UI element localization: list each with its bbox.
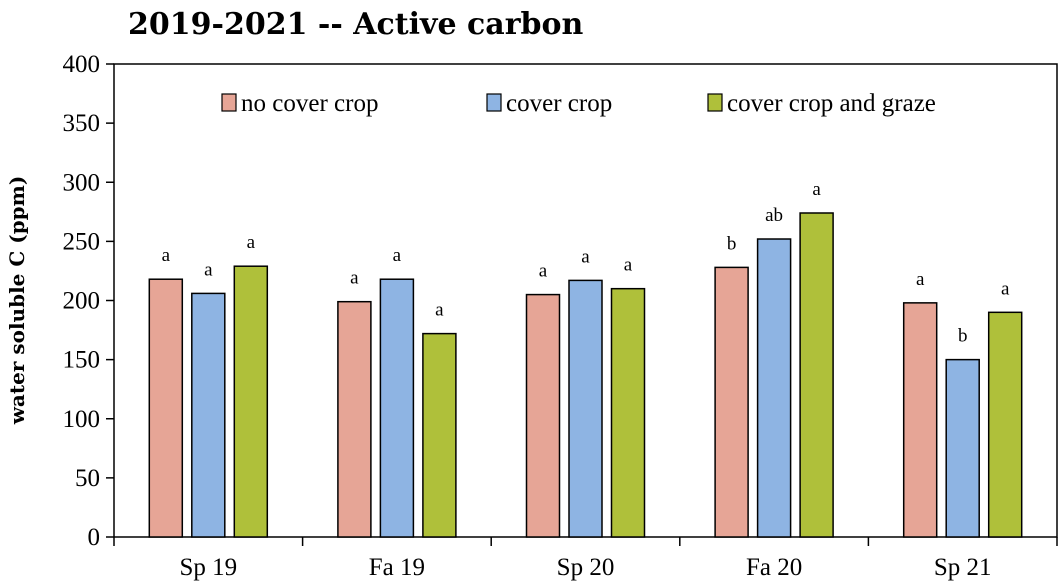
y-tick-label: 300 (63, 169, 101, 196)
bar (902, 302, 938, 538)
x-tick-label: Fa 20 (746, 554, 802, 581)
y-tick-label: 50 (75, 465, 100, 492)
bar (422, 332, 457, 538)
legend-swatch (486, 93, 502, 112)
significance-label: ab (765, 205, 783, 226)
bar (191, 292, 226, 538)
significance-label: b (727, 233, 737, 254)
bar (379, 278, 415, 538)
significance-label: a (812, 179, 821, 200)
significance-label: a (581, 246, 590, 267)
bar (714, 266, 749, 538)
legend-label: cover crop (506, 90, 612, 117)
legend: no cover crop cover crop cover crop and gr… (221, 90, 936, 117)
y-tick-label: 200 (63, 288, 101, 315)
y-tick-label: 100 (63, 406, 101, 433)
legend-swatch (707, 93, 723, 112)
legend-swatch (221, 93, 237, 112)
x-tick-label: Sp 20 (557, 554, 615, 581)
x-tick-label: Fa 19 (369, 554, 425, 581)
x-tick-label: Sp 19 (179, 554, 237, 581)
x-tick-label: Sp 21 (934, 554, 992, 581)
bar (610, 287, 646, 538)
bar (337, 300, 372, 538)
bar (799, 212, 834, 538)
bar (945, 358, 980, 538)
legend-label: no cover crop (241, 90, 378, 117)
y-tick-label: 150 (63, 347, 101, 374)
significance-label: a (435, 300, 444, 321)
y-tick-label: 0 (88, 524, 101, 551)
chart-title: 2019-2021 -- Active carbon (128, 7, 583, 42)
significance-label: a (916, 269, 925, 290)
significance-label: a (350, 268, 359, 289)
significance-label: b (958, 326, 968, 347)
significance-label: a (247, 232, 256, 253)
legend-label: cover crop and graze (727, 90, 936, 117)
significance-label: a (1001, 278, 1010, 299)
significance-label: a (539, 261, 548, 282)
significance-label: a (204, 259, 213, 280)
significance-label: a (624, 255, 633, 276)
significance-label: a (393, 245, 402, 266)
bar (568, 279, 603, 538)
significance-label: a (162, 245, 171, 266)
bar (756, 238, 792, 538)
y-tick-label: 250 (63, 228, 101, 255)
bar (148, 278, 184, 538)
plot-area: 0 50 100 150 200 250 300 350 400 Sp 19 Fa 19 Sp 20 F… (63, 51, 1058, 581)
y-tick-label: 400 (63, 51, 101, 78)
bar (987, 311, 1023, 538)
y-tick-label: 350 (63, 110, 101, 137)
bar (233, 265, 269, 538)
y-axis-label: water soluble C (ppm) (5, 176, 29, 426)
bar (525, 293, 561, 538)
